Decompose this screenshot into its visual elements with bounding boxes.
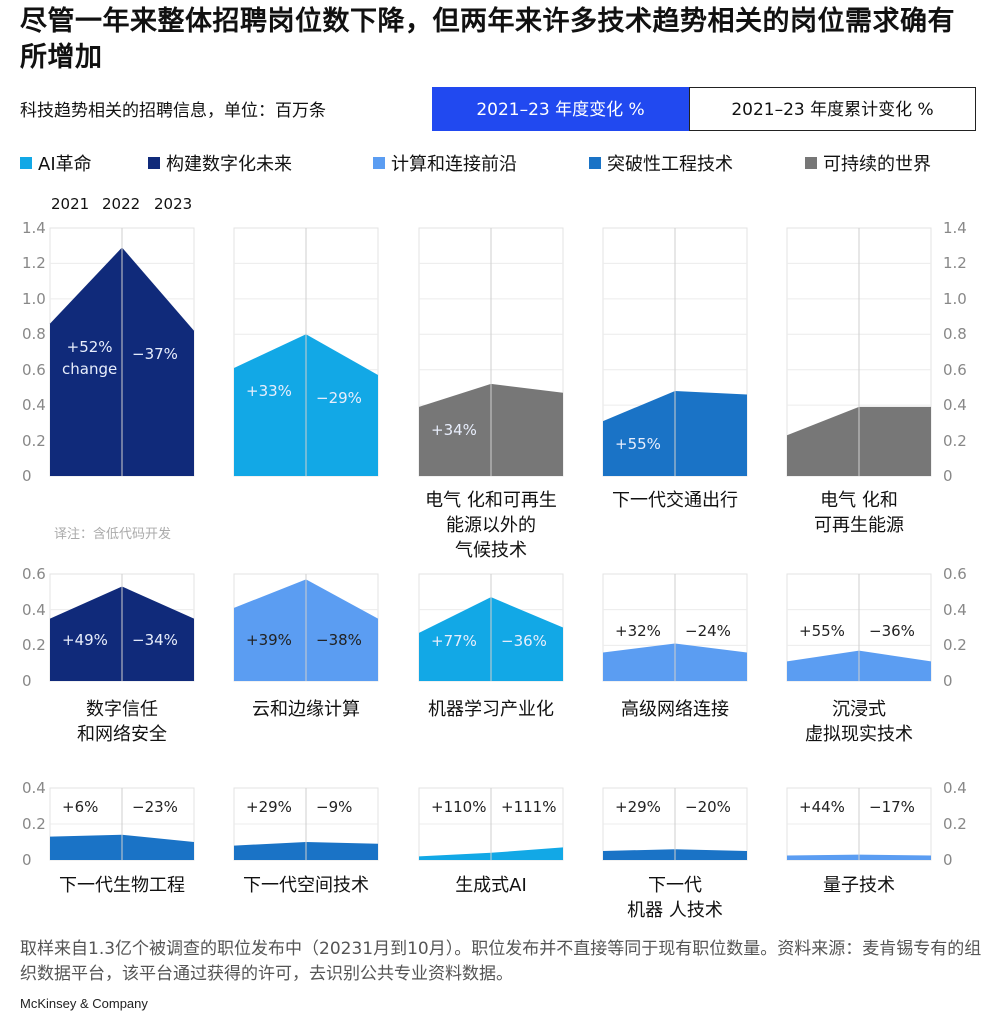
y-tick-label-right: 1.4 bbox=[943, 219, 967, 237]
legend-item-sustainable: 可持续的世界 bbox=[805, 151, 931, 175]
y-tick-label-right: 0.4 bbox=[943, 396, 967, 415]
y-tick-label-left: 0.8 bbox=[22, 325, 46, 344]
y-tick-label-left: 1.4 bbox=[22, 219, 46, 237]
change-percent-label: −20% bbox=[685, 798, 731, 816]
tab-cumulative-change[interactable]: 2021–23 年度累计变化 % bbox=[689, 87, 976, 131]
change-percent-label: −29% bbox=[316, 389, 362, 408]
y-tick-label-left: 0.4 bbox=[22, 396, 46, 415]
change-percent-label: +29% bbox=[615, 798, 661, 816]
y-tick-label-left: 0.2 bbox=[22, 431, 46, 450]
year-label: 2022 bbox=[102, 195, 141, 213]
y-tick-label-right: 0 bbox=[943, 467, 953, 485]
y-tick-label-right: 0.8 bbox=[943, 325, 967, 344]
panel-title: 云和边缘计算 bbox=[252, 699, 360, 720]
y-tick-label-right: 0.2 bbox=[943, 431, 967, 450]
change-percent-label: +34% bbox=[431, 420, 477, 439]
brand-logo-text: McKinsey & Company bbox=[20, 996, 148, 1011]
change-percent-label: −24% bbox=[685, 622, 731, 640]
change-percent-label: +44% bbox=[799, 798, 845, 816]
panel-title: 电气 化和 可再生能源 bbox=[814, 490, 904, 536]
legend-item-compute-connectivity: 计算和连接前沿 bbox=[373, 151, 517, 175]
change-percent-label: +6% bbox=[62, 798, 99, 816]
panel-title: 生成式AI bbox=[455, 875, 527, 896]
y-tick-label-right: 0 bbox=[943, 672, 953, 690]
y-tick-label-right: 0.4 bbox=[943, 779, 967, 797]
y-tick-label-left: 1.2 bbox=[22, 254, 46, 273]
change-percent-label: +52% change bbox=[62, 337, 118, 378]
change-percent-label: +49% bbox=[62, 630, 108, 649]
year-label: 2023 bbox=[154, 195, 193, 213]
change-percent-label: +55% bbox=[799, 622, 845, 640]
panel-title: 机器学习产业化 bbox=[428, 699, 554, 720]
change-percent-label: +32% bbox=[615, 622, 661, 640]
panel-title: 下一代交通出行 bbox=[612, 490, 738, 511]
change-percent-label: +29% bbox=[246, 798, 292, 816]
legend-swatch bbox=[148, 157, 160, 169]
change-percent-label: −37% bbox=[132, 344, 178, 363]
legend-label: 计算和连接前沿 bbox=[391, 154, 517, 175]
y-tick-label-right: 0.6 bbox=[943, 565, 967, 583]
legend-swatch bbox=[20, 157, 32, 169]
y-tick-label-left: 0 bbox=[22, 672, 32, 690]
legend-item-engineering: 突破性工程技术 bbox=[589, 151, 733, 175]
change-percent-label: −36% bbox=[501, 632, 547, 650]
chart-subtitle: 科技趋势相关的招聘信息，单位：百万条 bbox=[20, 101, 326, 121]
y-tick-label-right: 0.2 bbox=[943, 815, 967, 833]
y-tick-label-left: 1.0 bbox=[22, 289, 46, 308]
panel-title: 电气 化和可再生 能源以外的 气候技术 bbox=[425, 490, 557, 561]
panel-title: 下一代空间技术 bbox=[243, 875, 369, 896]
legend-item-digital-future: 构建数字化未来 bbox=[148, 151, 292, 175]
y-tick-label-right: 0.4 bbox=[943, 600, 967, 619]
y-tick-label-left: 0.6 bbox=[22, 565, 46, 583]
y-tick-label-right: 1.0 bbox=[943, 289, 967, 308]
legend-item-ai: AI革命 bbox=[20, 151, 92, 175]
source-footnote: 取样来自1.3亿个被调查的职位发布中（20231月到10月）。职位发布并不直接等… bbox=[20, 939, 982, 984]
change-percent-label: −34% bbox=[132, 630, 178, 649]
tab-annual-change[interactable]: 2021–23 年度变化 % bbox=[432, 87, 689, 131]
change-percent-label: +33% bbox=[246, 381, 292, 400]
change-percent-label: −17% bbox=[869, 798, 915, 816]
y-tick-label-left: 0.6 bbox=[22, 360, 46, 379]
y-tick-label-right: 1.2 bbox=[943, 254, 967, 273]
change-percent-label: +111% bbox=[501, 798, 557, 816]
legend-swatch bbox=[589, 157, 601, 169]
change-percent-label: −23% bbox=[132, 798, 178, 816]
year-label: 2021 bbox=[51, 195, 90, 213]
y-tick-label-left: 0.2 bbox=[22, 636, 46, 655]
translator-note: 译注：含低代码开发 bbox=[54, 527, 172, 542]
change-percent-label: −36% bbox=[869, 622, 915, 640]
change-percent-label: +55% bbox=[615, 435, 661, 454]
y-tick-label-left: 0 bbox=[22, 467, 32, 485]
y-tick-label-right: 0 bbox=[943, 851, 953, 869]
y-tick-label-right: 0.6 bbox=[943, 360, 967, 379]
change-percent-label: +110% bbox=[431, 798, 487, 816]
panel-title: 高级网络连接 bbox=[621, 699, 729, 720]
chart-title: 尽管一年来整体招聘岗位数下降，但两年来许多技术趋势相关的岗位需求确有所增加 bbox=[20, 6, 955, 73]
panel-title: 沉浸式 虚拟现实技术 bbox=[805, 699, 913, 745]
change-percent-label: −9% bbox=[316, 798, 353, 816]
panel-title: 下一代 机器 人技术 bbox=[627, 875, 723, 921]
change-percent-label: +77% bbox=[431, 632, 477, 650]
legend-swatch bbox=[805, 157, 817, 169]
y-tick-label-left: 0 bbox=[22, 851, 32, 869]
y-tick-label-left: 0.4 bbox=[22, 779, 46, 797]
legend-label: 构建数字化未来 bbox=[166, 154, 292, 175]
panel-title: 数字信任 和网络安全 bbox=[77, 699, 167, 745]
y-tick-label-left: 0.4 bbox=[22, 600, 46, 619]
legend-label: AI革命 bbox=[38, 154, 92, 175]
y-tick-label-right: 0.2 bbox=[943, 636, 967, 655]
legend-label: 突破性工程技术 bbox=[607, 154, 733, 175]
panel-title: 量子技术 bbox=[823, 875, 895, 896]
change-percent-label: −38% bbox=[316, 630, 362, 649]
change-percent-label: +39% bbox=[246, 630, 292, 649]
y-tick-label-left: 0.2 bbox=[22, 815, 46, 833]
legend-label: 可持续的世界 bbox=[823, 154, 931, 175]
panel-title: 下一代生物工程 bbox=[59, 875, 185, 896]
legend-swatch bbox=[373, 157, 385, 169]
